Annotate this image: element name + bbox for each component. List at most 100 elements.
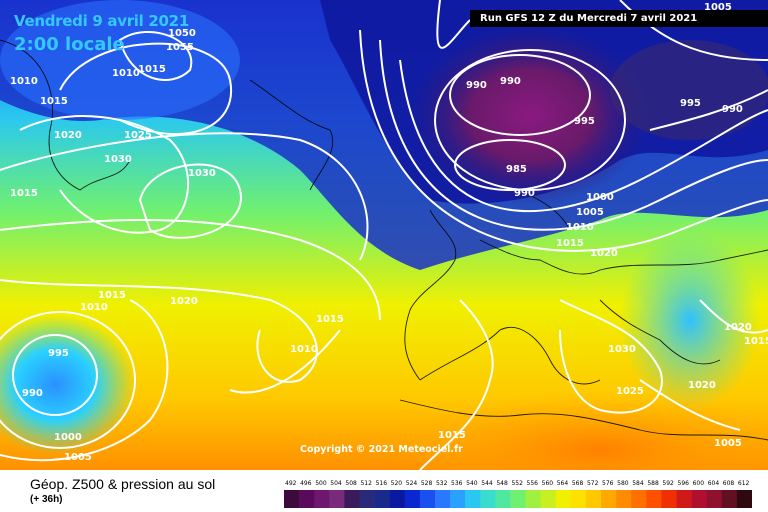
isobar-label: 1005 bbox=[576, 207, 604, 218]
scale-swatch bbox=[510, 490, 526, 508]
scale-swatch bbox=[555, 490, 572, 508]
scale-label: 560 bbox=[542, 480, 554, 487]
scale-swatch bbox=[359, 490, 375, 508]
isobar-label: 1010 bbox=[566, 222, 594, 233]
isobar-label: 985 bbox=[506, 164, 527, 175]
isobar-label: 995 bbox=[48, 348, 69, 359]
isobar-label: 1015 bbox=[556, 238, 584, 249]
scale-swatch bbox=[525, 490, 541, 508]
scale-label: 576 bbox=[602, 480, 614, 487]
isobar-label: 1015 bbox=[138, 64, 166, 75]
isobar-label: 1020 bbox=[170, 296, 198, 307]
isobar-label: 1020 bbox=[724, 322, 752, 333]
scale-label: 528 bbox=[421, 480, 433, 487]
scale-label: 600 bbox=[693, 480, 705, 487]
isobar-label: 990 bbox=[22, 388, 43, 399]
color-scale: 492 496 500 504 508 512 516 520 524 528 532 536 540 5… bbox=[284, 480, 752, 508]
isobar-label: 1000 bbox=[586, 192, 614, 203]
isobar-label: 990 bbox=[722, 104, 743, 115]
scale-label: 612 bbox=[738, 480, 750, 487]
isobar-label: 1000 bbox=[54, 432, 82, 443]
isobar-label: 1025 bbox=[124, 130, 152, 141]
scale-swatch bbox=[480, 490, 496, 508]
isobar-label: 990 bbox=[466, 80, 487, 91]
isobar-label: 1025 bbox=[616, 386, 644, 397]
copyright-text: Copyright © 2021 Meteociel.fr bbox=[300, 444, 463, 455]
scale-label: 508 bbox=[345, 480, 357, 487]
scale-swatch bbox=[329, 490, 345, 508]
scale-swatch bbox=[646, 490, 662, 508]
scale-label: 592 bbox=[662, 480, 674, 487]
scale-label: 588 bbox=[647, 480, 659, 487]
isobar-label: 1020 bbox=[688, 380, 716, 391]
forecast-date: Vendredi 9 avril 2021 bbox=[14, 12, 189, 30]
isobar-label: 1010 bbox=[80, 302, 108, 313]
isobar-label: 1015 bbox=[40, 96, 68, 107]
scale-label: 504 bbox=[330, 480, 342, 487]
scale-swatch bbox=[691, 490, 708, 508]
run-info-banner: Run GFS 12 Z du Mercredi 7 avril 2021 bbox=[470, 10, 768, 27]
scale-swatch bbox=[434, 490, 451, 508]
scale-swatch bbox=[465, 490, 481, 508]
scale-swatch bbox=[631, 490, 647, 508]
scale-label: 520 bbox=[391, 480, 403, 487]
isobar-label: 995 bbox=[680, 98, 701, 109]
isobar-label: 990 bbox=[500, 76, 521, 87]
isobar-label: 1005 bbox=[64, 452, 92, 463]
isobar-label: 1030 bbox=[188, 168, 216, 179]
isobar-label: 1010 bbox=[112, 68, 140, 79]
scale-swatch bbox=[344, 490, 360, 508]
scale-swatch bbox=[404, 490, 421, 508]
scale-swatch bbox=[616, 490, 632, 508]
scale-swatch bbox=[570, 490, 587, 508]
scale-label: 568 bbox=[572, 480, 584, 487]
scale-label: 532 bbox=[436, 480, 448, 487]
isobar-label: 1005 bbox=[714, 438, 742, 449]
scale-label: 556 bbox=[527, 480, 539, 487]
scale-swatch bbox=[450, 490, 466, 508]
scale-swatch bbox=[419, 490, 436, 508]
scale-swatch bbox=[661, 490, 677, 508]
scale-swatch bbox=[585, 490, 602, 508]
scale-label: 548 bbox=[496, 480, 508, 487]
isobar-label: 1010 bbox=[10, 76, 38, 87]
scale-label: 572 bbox=[587, 480, 599, 487]
isobar-label: 1015 bbox=[316, 314, 344, 325]
scale-label: 604 bbox=[708, 480, 720, 487]
scale-swatch bbox=[495, 490, 511, 508]
scale-label: 564 bbox=[557, 480, 569, 487]
isobar-label: 1030 bbox=[104, 154, 132, 165]
isobar-label: 1055 bbox=[166, 42, 194, 53]
isobar-label: 1005 bbox=[704, 2, 732, 13]
scale-label: 492 bbox=[285, 480, 297, 487]
scale-swatch bbox=[676, 490, 692, 508]
scale-label: 552 bbox=[511, 480, 523, 487]
scale-swatch bbox=[389, 490, 406, 508]
isobar-label: 1030 bbox=[608, 344, 636, 355]
scale-label: 496 bbox=[300, 480, 312, 487]
scale-label: 516 bbox=[376, 480, 388, 487]
isobar-label: 1015 bbox=[744, 336, 768, 347]
legend-subtitle: (+ 36h) bbox=[30, 494, 63, 505]
forecast-time: 2:00 locale bbox=[14, 34, 125, 55]
scale-swatch bbox=[314, 490, 330, 508]
scale-swatch bbox=[299, 490, 315, 508]
isobar-label: 995 bbox=[574, 116, 595, 127]
scale-label: 580 bbox=[617, 480, 629, 487]
scale-label: 540 bbox=[466, 480, 478, 487]
scale-label: 544 bbox=[481, 480, 493, 487]
scale-swatch bbox=[601, 490, 617, 508]
scale-label: 584 bbox=[632, 480, 644, 487]
scale-label: 524 bbox=[406, 480, 418, 487]
scale-label: 512 bbox=[360, 480, 372, 487]
scale-swatch bbox=[736, 490, 752, 508]
scale-swatch bbox=[284, 490, 300, 508]
isobar-label: 1020 bbox=[590, 248, 618, 259]
isobar-label: 990 bbox=[514, 188, 535, 199]
isobar-label: 1050 bbox=[168, 28, 196, 39]
isobar-label: 1015 bbox=[98, 290, 126, 301]
scale-swatch bbox=[721, 490, 738, 508]
